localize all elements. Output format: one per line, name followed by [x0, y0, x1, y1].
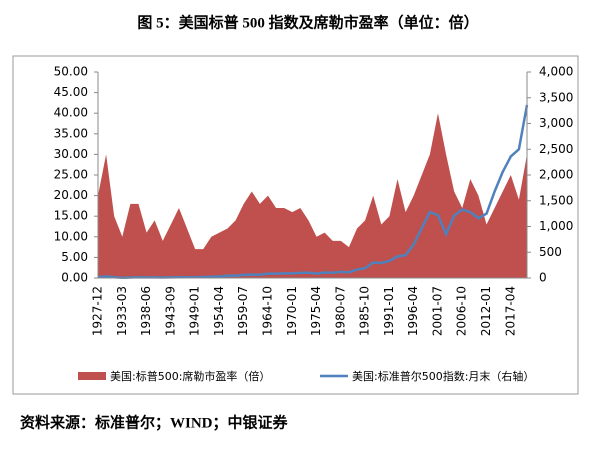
chart-frame: [12, 55, 579, 395]
y2-tick-label: 2,500: [539, 142, 573, 156]
x-tick-label: 1954-04: [212, 286, 226, 336]
x-tick-label: 1985-10: [358, 286, 372, 336]
y-tick-label: 10.00: [54, 229, 88, 243]
y-tick-label: 20.00: [54, 188, 88, 202]
x-tick-label: 1996-04: [406, 286, 420, 336]
x-tick-label: 1938-06: [139, 286, 153, 336]
x-tick-label: 2006-10: [455, 286, 469, 336]
line: [97, 104, 529, 279]
x-tick-label: 1975-04: [309, 286, 323, 336]
area: [98, 113, 527, 278]
x-tick-label: 2017-04: [503, 286, 517, 336]
x-tick-label: 1943-09: [163, 286, 177, 336]
y2-tick-label: 3,500: [539, 90, 573, 104]
y-tick-label: 50.00: [54, 65, 88, 79]
y2-tick-label: 1,500: [539, 193, 573, 207]
x-tick-label: 1964-10: [260, 286, 274, 336]
y2-tick-label: 4,000: [539, 65, 573, 79]
x-tick-label: 2012-01: [479, 286, 493, 336]
y-tick-label: 15.00: [54, 209, 88, 223]
chart-title: 图 5：美国标普 500 指数及席勒市盈率（单位：倍）: [137, 13, 478, 31]
y2-tick-label: 500: [539, 245, 562, 259]
x-tick-label: 1991-01: [382, 286, 396, 336]
x-tick-label: 2001-07: [430, 286, 444, 336]
x-tick-label: 1959-07: [236, 286, 250, 336]
y2-tick-label: 1,000: [539, 219, 573, 233]
x-tick-label: 1949-01: [188, 286, 202, 336]
y2-tick-label: 0: [539, 271, 547, 285]
legend-swatch: [78, 372, 106, 380]
y-tick-label: 5.00: [61, 250, 88, 264]
y-tick-label: 30.00: [54, 147, 88, 161]
y-tick-label: 40.00: [54, 106, 88, 120]
y-tick-label: 45.00: [54, 85, 88, 99]
x-tick-label: 1970-01: [285, 286, 299, 336]
legend-label: 美国:标普500:席勒市盈率（倍）: [110, 369, 270, 383]
source-note: 资料来源：标准普尔；WIND；中银证券: [20, 413, 289, 431]
legend-label: 美国:标准普尔500指数:月末（右轴）: [352, 369, 534, 383]
y2-tick-label: 3,000: [539, 116, 573, 130]
x-tick-label: 1980-07: [333, 286, 347, 336]
x-tick-label: 1933-03: [115, 286, 129, 336]
y2-tick-label: 2,000: [539, 168, 573, 182]
y-tick-label: 25.00: [54, 168, 88, 182]
y-tick-label: 0.00: [61, 271, 88, 285]
y-tick-label: 35.00: [54, 126, 88, 140]
x-tick-label: 1927-12: [91, 286, 105, 336]
